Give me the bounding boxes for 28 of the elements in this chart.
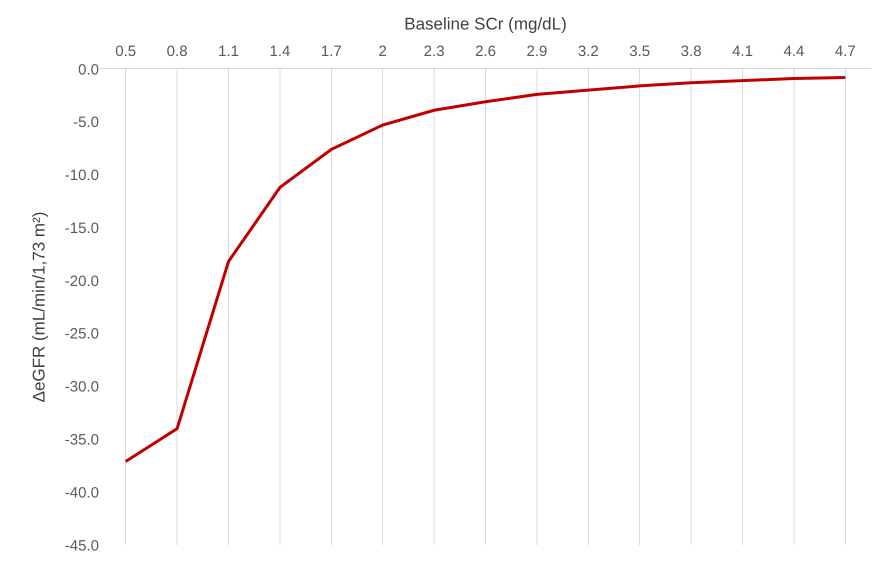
y-tick-label: -30.0 <box>64 378 99 396</box>
x-tick-label: 2.3 <box>424 43 445 60</box>
y-tick-label: -5.0 <box>73 114 99 132</box>
y-tick-label: -20.0 <box>64 272 99 290</box>
y-axis-title: ΔeGFR (mL/min/1,73 m²) <box>29 212 48 402</box>
x-tick-label: 0.8 <box>166 43 188 60</box>
y-tick-label: -35.0 <box>64 431 99 448</box>
y-tick-label: 0.0 <box>78 61 99 78</box>
x-axis-title: Baseline SCr (mg/dL) <box>404 14 567 34</box>
y-tick-label: -10.0 <box>64 167 99 184</box>
line-series <box>124 76 847 463</box>
y-tick-label: -45.0 <box>64 537 99 554</box>
x-tick-label: 3.5 <box>629 43 650 60</box>
x-tick-label: 4.4 <box>783 43 804 60</box>
x-tick-label: 0.5 <box>115 43 136 60</box>
x-tick-label: 2.9 <box>526 43 548 60</box>
x-tick-label: 1.1 <box>218 43 239 60</box>
x-tick-label: 2.6 <box>475 43 496 60</box>
x-tick-label: 4.1 <box>732 43 753 60</box>
y-tick-label: -40.0 <box>64 484 99 502</box>
x-tick-label: 2 <box>378 43 387 60</box>
x-tick-label: 1.7 <box>320 43 342 60</box>
x-tick-label: 3.2 <box>578 43 599 60</box>
y-tick-label: -15.0 <box>64 220 99 237</box>
x-tick-label: 3.8 <box>680 43 702 60</box>
y-tick-label: -25.0 <box>64 326 99 343</box>
x-tick-label: 1.4 <box>269 43 290 60</box>
x-tick-label: 4.7 <box>834 43 856 60</box>
